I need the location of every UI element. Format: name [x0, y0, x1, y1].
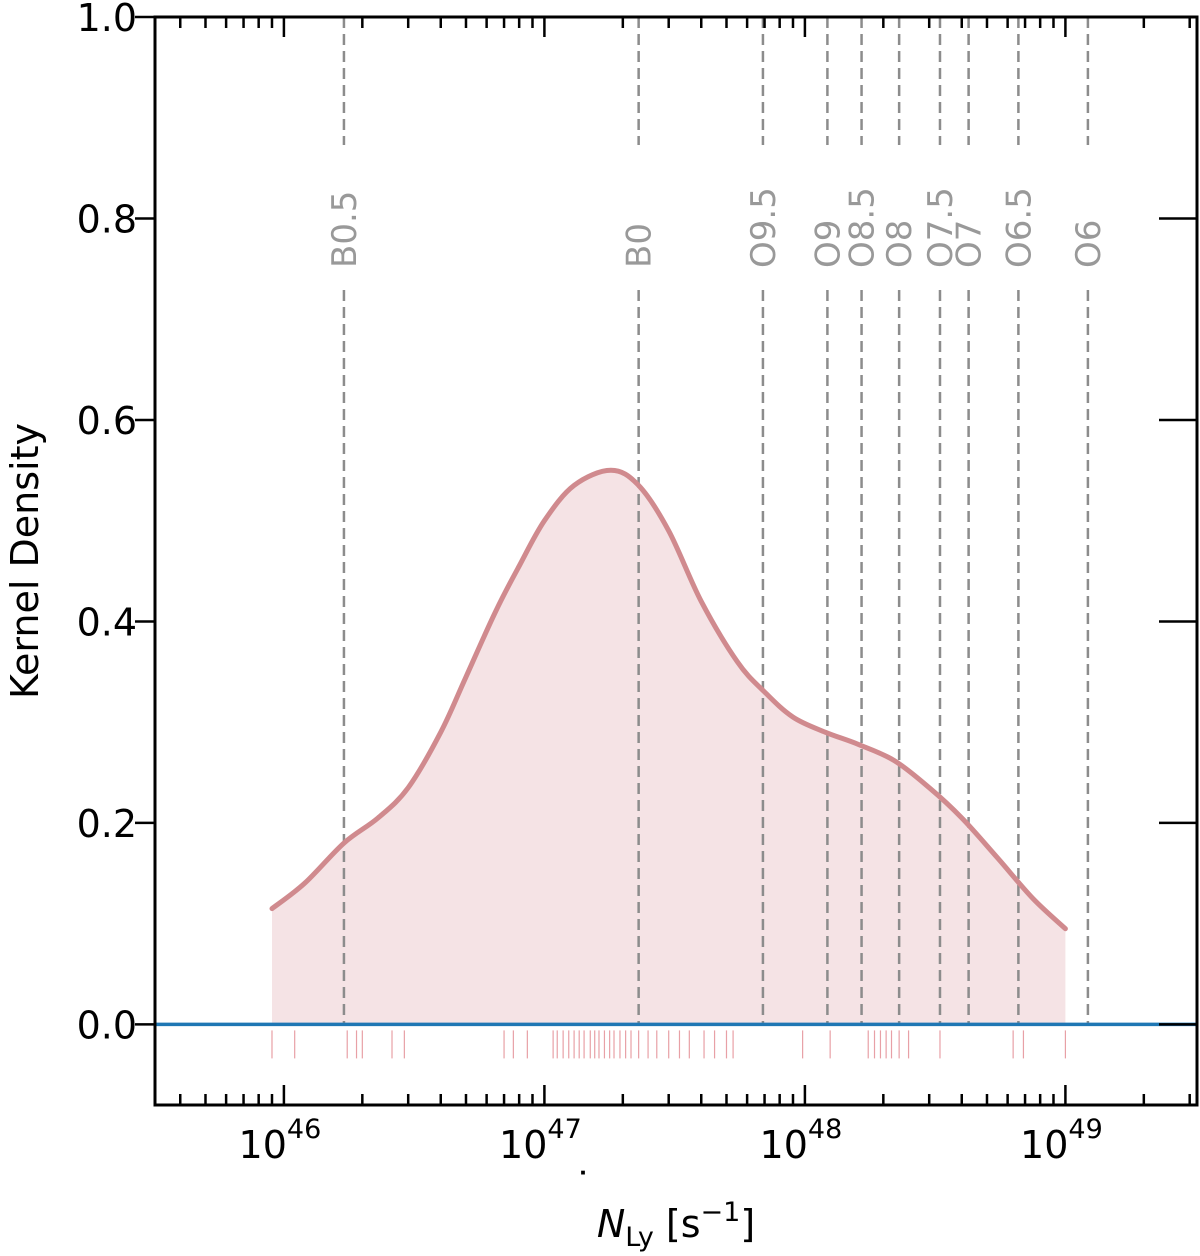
- spectral-type-label: O6.5: [999, 187, 1039, 268]
- y-axis-label: Kernel Density: [3, 423, 47, 699]
- x-axis-label: NLy [s−1]: [597, 1197, 755, 1253]
- x-tick-label: 1049: [1020, 1114, 1103, 1167]
- density-fill-area: [272, 470, 1066, 1025]
- y-tick-label: 0.8: [77, 197, 137, 241]
- x-axis-label-dot: ˙: [574, 1165, 593, 1209]
- x-axis-label-unit-exp: −1: [701, 1197, 741, 1228]
- spectral-type-label: B0.5: [325, 191, 365, 268]
- plot-frame: [153, 15, 1199, 1107]
- spectral-type-label: O8.5: [843, 187, 883, 268]
- spectral-type-label: B0: [620, 223, 660, 268]
- x-tick-label: 1046: [239, 1114, 322, 1167]
- x-tick-label: 1047: [499, 1114, 582, 1167]
- spectral-type-label: O8: [880, 220, 920, 268]
- spectral-type-label: O9.5: [744, 187, 784, 268]
- x-axis-label-sub: Ly: [625, 1222, 654, 1253]
- y-tick-label: 0.4: [77, 600, 137, 644]
- y-tick-label: 0.2: [77, 802, 137, 846]
- x-tick-label: 1048: [760, 1114, 843, 1167]
- y-tick-label: 1.0: [77, 0, 137, 40]
- y-tick-label: 0.0: [77, 1003, 137, 1047]
- spectral-type-label: O6: [1069, 220, 1109, 268]
- x-axis-label-main: N: [597, 1202, 625, 1246]
- spectral-type-label: O9: [808, 220, 848, 268]
- spectral-type-label: O7: [950, 220, 990, 268]
- spectral-type-label: O7.5: [921, 187, 961, 268]
- x-axis-label-unit: [s: [654, 1202, 701, 1246]
- x-axis-label-unit-close: ]: [740, 1202, 755, 1246]
- y-tick-label: 0.6: [77, 399, 137, 443]
- density-curve: [269, 467, 1068, 932]
